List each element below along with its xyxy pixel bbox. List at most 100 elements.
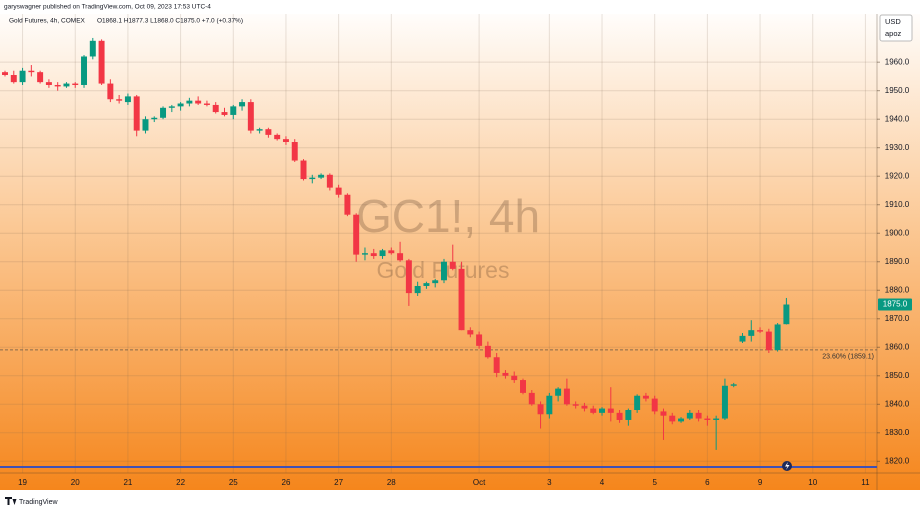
candle-body [151,117,158,120]
candle-body [502,372,509,376]
candle-body [37,72,44,83]
candle-body [695,412,702,419]
status-ohlc: O1868.1 H1877.3 L1868.0 C1875.0 +7.0 (+0… [97,18,243,25]
candle-body [45,82,52,85]
y-tick-label: 1850.0 [885,371,910,380]
candle-body [651,398,658,412]
candle-body [555,388,562,396]
y-tick-label: 1870.0 [885,314,910,323]
candle-body [634,395,641,410]
candle-body [528,392,535,405]
chart-background [0,14,920,490]
candle-body [616,412,623,420]
candle-body [563,388,570,405]
candle-body [89,40,96,57]
candle-body [537,404,544,415]
candle-body [177,103,184,107]
candle-body [318,174,325,178]
watermark-ticker: GC1!, 4h [356,190,540,242]
candle-body [335,187,342,195]
candle-body [546,395,553,415]
candle-body [133,96,140,131]
candle-body [239,102,246,107]
candle-body [107,83,114,100]
x-tick-label: 9 [758,478,763,487]
candle-body [414,285,421,294]
candle-body [221,112,228,115]
candle-body [774,324,781,351]
candle-body [783,304,790,325]
candle-body [590,408,597,413]
footer-brand: TradingView [19,499,58,506]
candle-body [124,96,131,103]
candle-body [669,415,676,422]
y-tick-label: 1940.0 [885,114,910,123]
candle-body [230,106,237,115]
candle-body [309,177,316,180]
x-tick-label: 27 [334,478,343,487]
candle-body [344,194,351,215]
y-tick-label: 1830.0 [885,428,910,437]
candle-body [511,375,518,381]
candle-body [361,253,368,255]
candle-body [388,250,395,254]
candle-body [326,174,333,188]
last-price-box [878,298,912,311]
candle-body [98,40,105,84]
candle-body [405,260,412,294]
candle-body [660,411,667,416]
x-tick-label: 25 [229,478,238,487]
candle-body [607,408,614,413]
x-tick-label: 6 [705,478,710,487]
currency-box[interactable] [879,14,913,42]
y-tick-label: 1900.0 [885,228,910,237]
x-tick-label: 3 [547,478,552,487]
candle-body [458,268,465,331]
x-tick-label: 11 [861,478,870,487]
candle-body [520,380,526,393]
y-tick-label: 1960.0 [885,57,910,66]
candle-body [572,404,579,406]
candle-body [397,253,404,261]
candle-body [484,345,491,358]
candle-body [642,395,649,399]
candle-body [10,75,17,83]
candle-body [168,106,175,108]
candle-body [581,405,588,409]
candle-body [748,330,755,336]
candle-body [256,129,263,131]
candle-body [370,253,377,257]
x-tick-label: 5 [652,478,657,487]
candle-body [704,418,711,420]
candle-body [686,412,693,419]
candle-body [441,261,447,281]
candle-body [721,385,728,419]
candle-body [265,129,272,135]
candle-body [757,330,764,332]
candle-body [730,384,737,386]
candle-body [54,84,61,87]
candle-body [291,142,298,161]
candle-body [247,102,254,131]
status-symbol: Gold Futures, 4h, COMEX [9,18,86,25]
event-bolt [785,462,790,470]
candle-body [63,83,70,87]
candle-body [160,107,167,118]
y-tick-label: 1820.0 [885,456,910,465]
candle-body [142,119,149,131]
candle-body [423,283,430,286]
candle-body [353,214,360,255]
y-tick-label: 1920.0 [885,171,910,180]
y-tick-label: 1880.0 [885,285,910,294]
currency-unit[interactable]: apoz [885,29,902,38]
currency-code[interactable]: USD [885,17,901,26]
y-tick-label: 1890.0 [885,257,910,266]
candle-body [449,261,456,269]
candle-body [116,99,123,101]
candle-body [379,250,386,257]
candle-body [493,357,500,373]
x-tick-label: 21 [123,478,132,487]
x-tick-label: 19 [18,478,27,487]
